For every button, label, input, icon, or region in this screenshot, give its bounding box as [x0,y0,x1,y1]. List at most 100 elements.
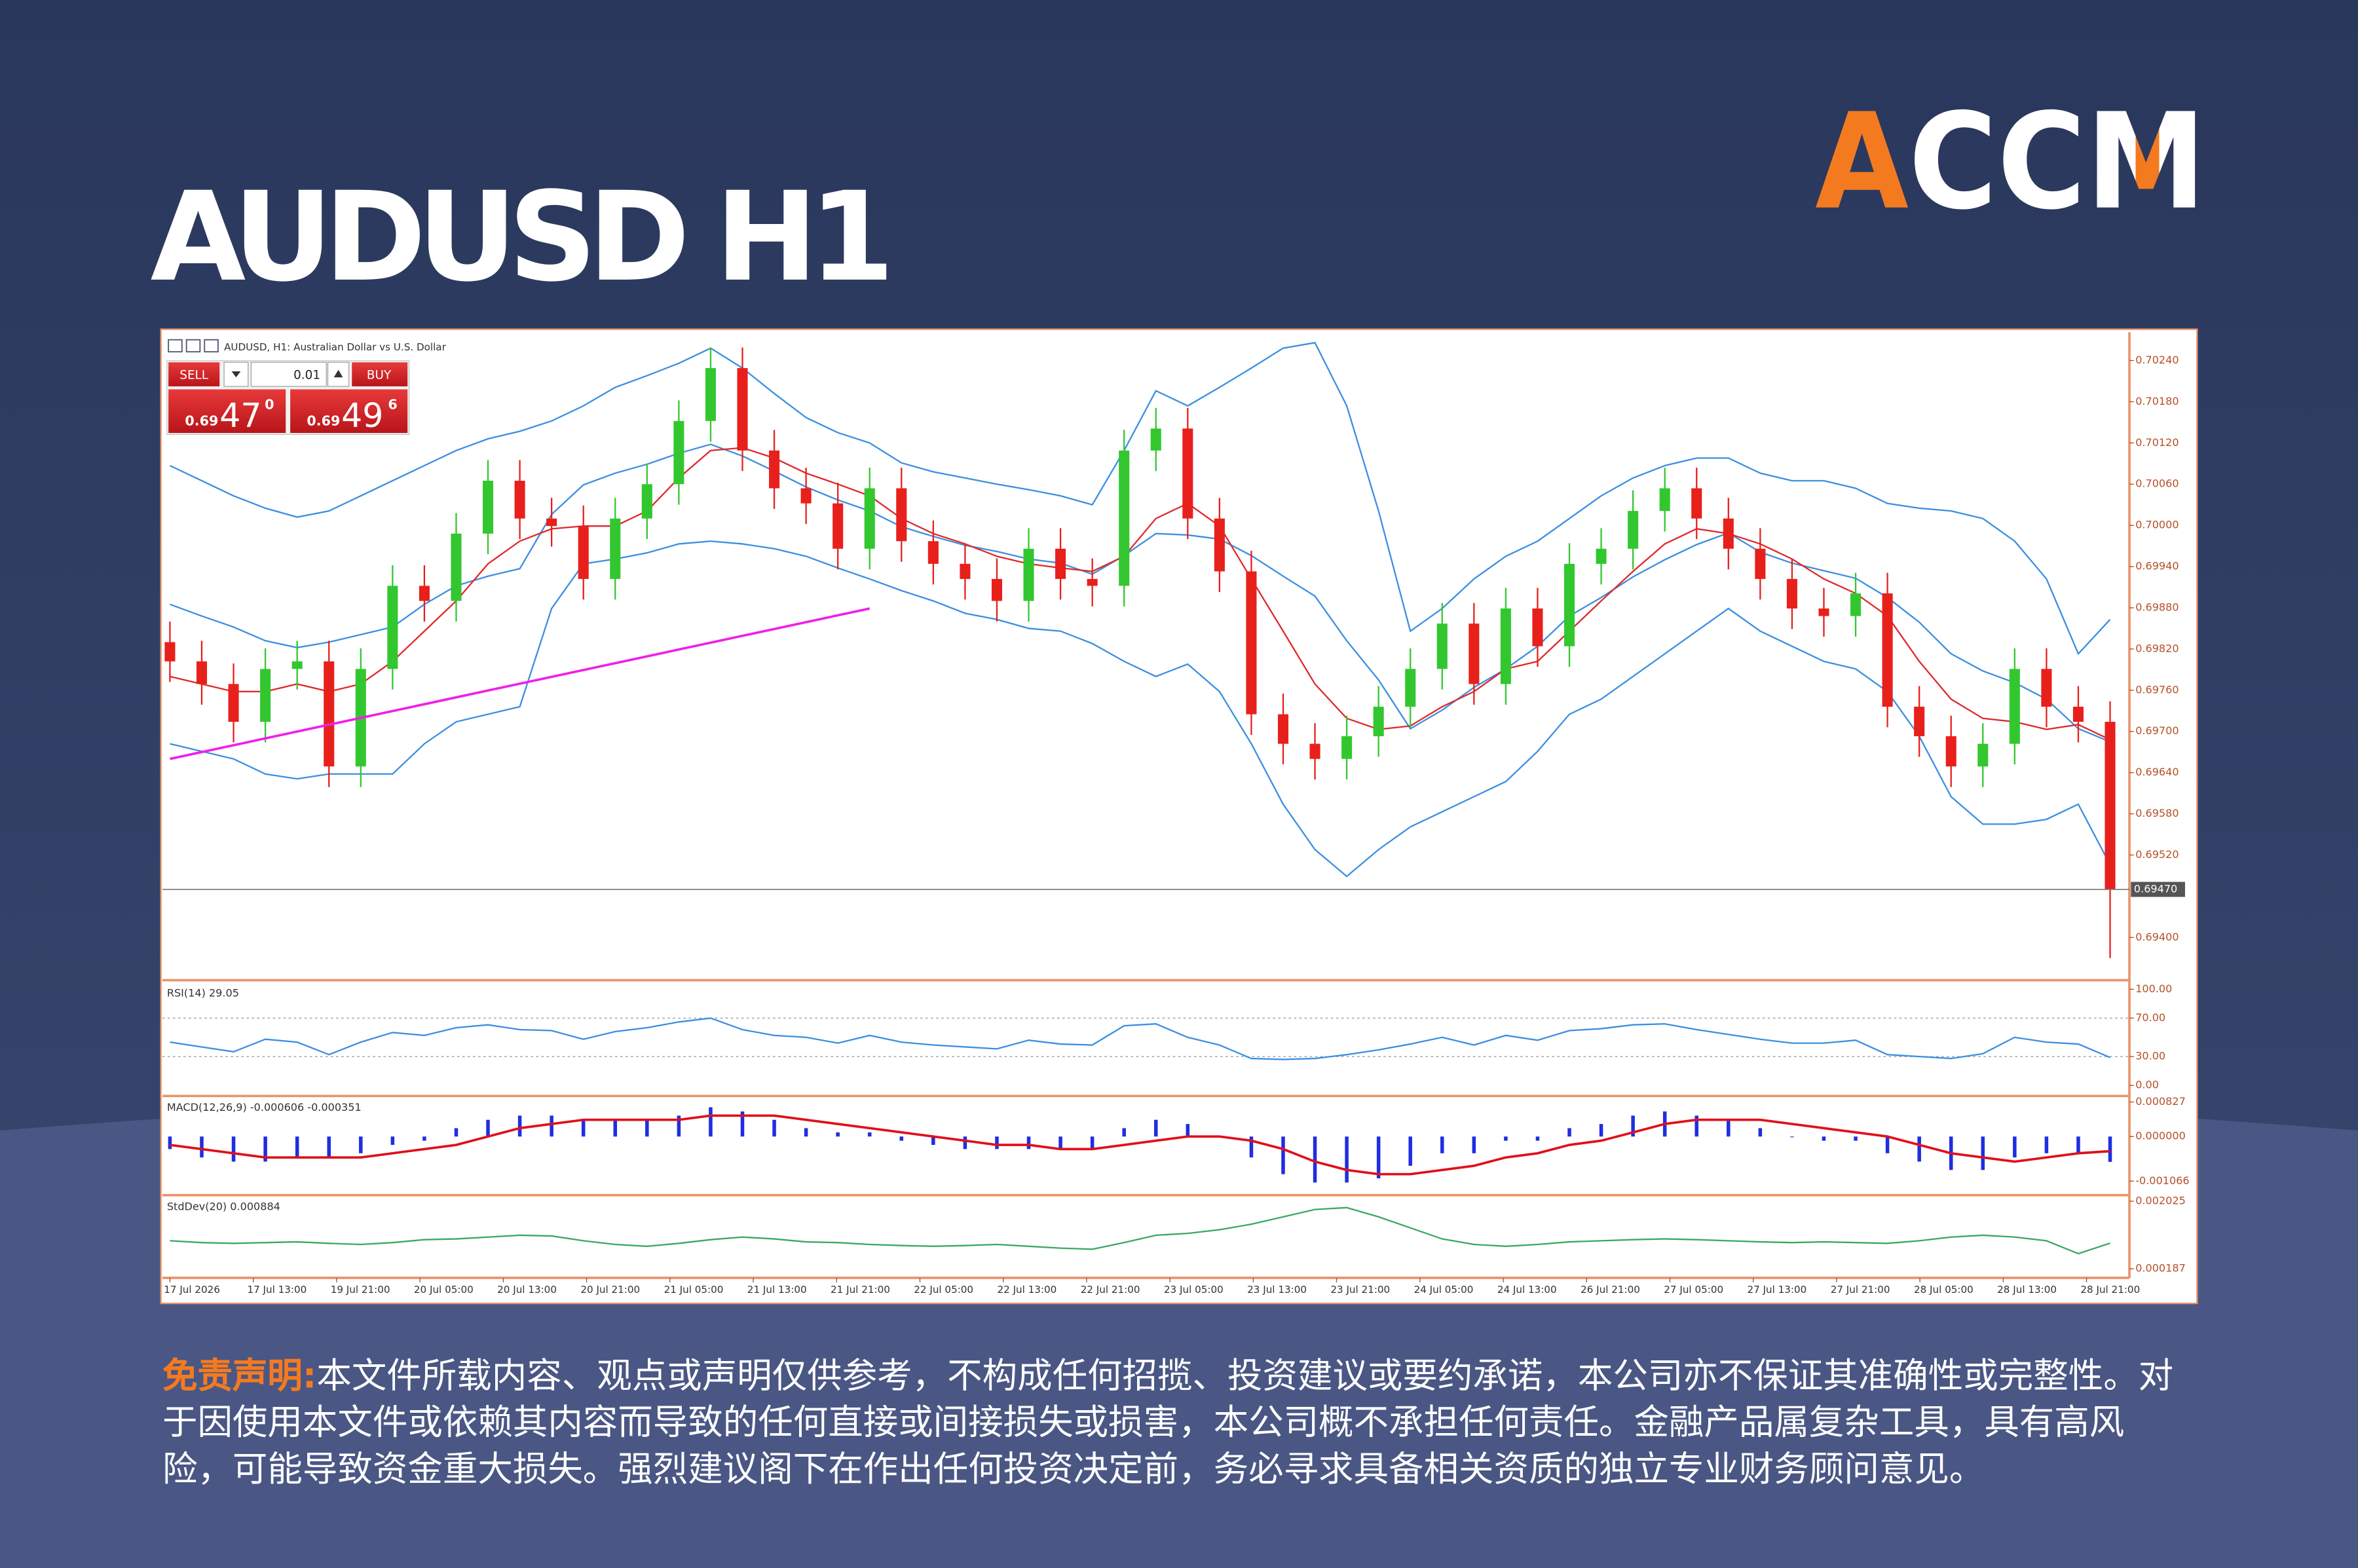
y-tick-label: 0.69700 [2135,724,2179,737]
histogram-bar [2044,1136,2049,1153]
histogram-bar [550,1115,553,1137]
chart-window [160,328,2198,1305]
buy-quote[interactable] [290,389,408,434]
histogram-bar [1758,1128,1763,1137]
histogram-bar [1313,1136,1317,1183]
candle-body [482,480,494,534]
y-tick-label: 0.000187 [2135,1262,2186,1275]
histogram-bar [709,1107,713,1137]
candle-body [164,642,176,662]
x-tick-label: 26 Jul 21:00 [1581,1284,1640,1296]
y-tick-label: 0.69940 [2135,560,2179,572]
histogram-bar [995,1136,999,1149]
overlay-line [170,443,2110,743]
y-tick-label: 0.70240 [2135,354,2179,366]
panel-label: MACD(12,26,9) -0.000606 -0.000351 [167,1101,362,1113]
stepper-arrow [333,369,343,378]
candle-body [1214,518,1225,572]
candle-body [1182,428,1193,519]
y-tick-label: 0.69400 [2135,931,2179,943]
y-tick-label: 0.000827 [2135,1095,2186,1108]
candle-body [1818,608,1829,616]
candle-body [1723,518,1734,549]
histogram-bar [1345,1136,1349,1183]
y-tick-label: 30.00 [2135,1050,2165,1062]
histogram-bar [1249,1136,1254,1158]
candle-body [1532,608,1543,646]
candle-body [641,484,652,519]
histogram-bar [517,1115,522,1137]
histogram-bar [200,1136,204,1158]
overlay-line [169,341,2111,656]
candle-body [769,450,780,489]
icon [185,339,201,353]
histogram-bar [1154,1119,1158,1137]
histogram-bar [677,1115,681,1137]
dropdown-arrow [231,371,241,378]
indicator-line [170,1206,2110,1255]
histogram-bar [581,1119,586,1137]
indicator-line [170,1114,2110,1176]
y-tick-label: -0.001066 [2135,1174,2189,1187]
sell-label[interactable]: SELL [179,368,208,382]
icon [204,339,219,353]
trade-panel: SELL 0.01 BUY 0.69 47 0 0.69 49 6 [166,360,410,435]
candle-body [1755,548,1766,579]
panel-label: RSI(14) 29.05 [167,987,239,999]
sell-price-head: 0.69 [185,413,218,429]
current-price-label: 0.69470 [2134,882,2177,895]
x-tick-label: 20 Jul 05:00 [414,1284,474,1296]
histogram-bar [2076,1136,2080,1153]
sell-price-pips: 47 [219,396,261,435]
candle-body [833,503,844,549]
sell-button[interactable] [168,362,220,386]
candle-body [1691,488,1702,519]
lot-value: 0.01 [293,368,320,382]
candle-body [324,661,335,767]
y-tick-label: 0.69520 [2135,848,2179,861]
x-tick-label: 27 Jul 13:00 [1748,1284,1807,1296]
histogram-bar [1822,1136,1826,1141]
y-tick-label: 0.70120 [2135,436,2179,449]
histogram-bar [1408,1136,1412,1166]
current-price-tag [2131,882,2185,897]
lot-dropdown[interactable] [223,362,249,387]
y-tick-label: 0.70000 [2135,519,2179,531]
candle-body [896,488,907,542]
candle-body [2009,669,2020,744]
histogram-bar [1281,1136,1285,1174]
buy-button[interactable] [352,362,408,386]
y-tick-label: 0.69880 [2135,601,2179,613]
candle-body [1945,736,1956,767]
histogram-bar [231,1136,236,1162]
candle-body [737,367,748,451]
histogram-bar [645,1119,649,1137]
buy-label[interactable]: BUY [367,368,392,382]
histogram-bar [1917,1136,1921,1162]
histogram-bar [422,1136,426,1141]
histogram-bar [1631,1115,1635,1137]
candle-body [610,518,621,579]
candle-body [2072,706,2084,722]
histogram-bar [772,1119,776,1137]
candle-body [291,661,303,669]
candle-body [864,488,875,549]
candle-body [1277,714,1289,744]
x-tick-label: 22 Jul 13:00 [997,1284,1057,1296]
histogram-bar [931,1136,935,1145]
candle-body [1436,624,1448,669]
lot-input[interactable] [250,362,327,387]
candle-body [196,661,208,684]
sell-quote[interactable] [168,389,286,434]
y-tick-label: 0.69760 [2135,683,2179,696]
histogram-bar [454,1128,458,1137]
histogram-bar [963,1136,967,1149]
y-tick-label: 0.69580 [2135,807,2179,819]
candle-body [1087,578,1098,586]
histogram-bar [1186,1124,1190,1137]
x-tick-label: 23 Jul 05:00 [1164,1284,1224,1296]
disclaimer: 免责声明:本文件所载内容、观点或声明仅供参考，不构成任何招揽、投资建议或要约承诺… [162,1353,2190,1493]
histogram-bar [1694,1115,1699,1137]
